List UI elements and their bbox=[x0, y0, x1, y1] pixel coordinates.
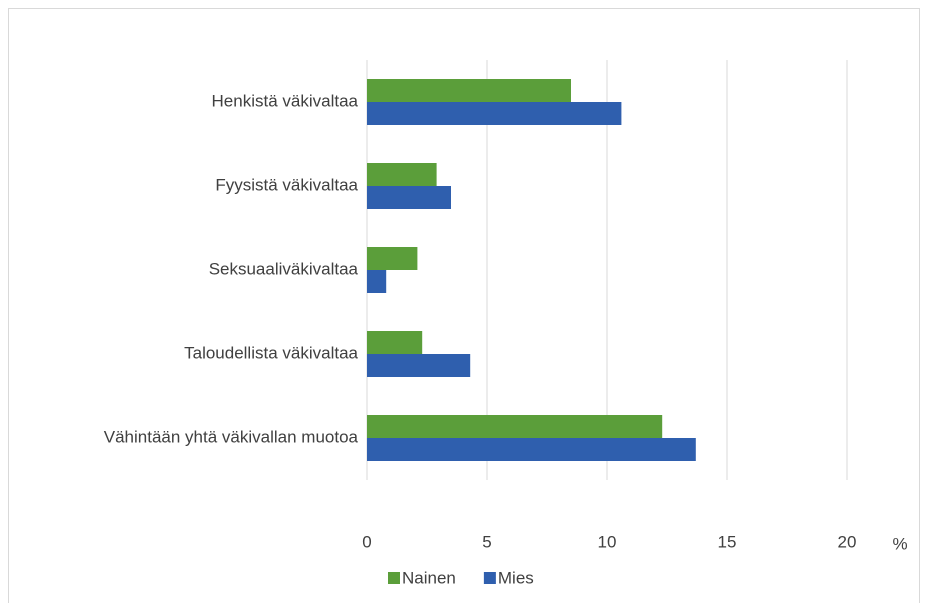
legend-label: Mies bbox=[498, 568, 534, 587]
legend-swatch bbox=[483, 572, 496, 584]
x-tick-label: 10 bbox=[598, 532, 617, 551]
bar bbox=[367, 354, 471, 377]
bar bbox=[367, 102, 622, 125]
y-tick-label: Vähintään yhtä väkivallan muotoa bbox=[104, 427, 359, 446]
bar bbox=[367, 186, 451, 209]
x-tick-label: 15 bbox=[718, 532, 737, 551]
y-tick-label: Seksuaaliväkivaltaa bbox=[209, 259, 359, 278]
bar bbox=[367, 331, 423, 354]
bar bbox=[367, 247, 418, 270]
y-tick-label: Henkistä väkivaltaa bbox=[212, 91, 359, 110]
y-tick-label: Fyysistä väkivaltaa bbox=[215, 175, 358, 194]
legend-label: Nainen bbox=[402, 568, 456, 587]
x-tick-label: 5 bbox=[482, 532, 491, 551]
x-tick-label: 20 bbox=[838, 532, 857, 551]
chart-frame bbox=[8, 8, 920, 603]
bar bbox=[367, 79, 571, 102]
bar bbox=[367, 163, 437, 186]
bar bbox=[367, 438, 696, 461]
bar bbox=[367, 270, 387, 293]
legend-swatch bbox=[388, 572, 400, 584]
x-tick-label: 0 bbox=[362, 532, 371, 551]
bar bbox=[367, 415, 663, 438]
x-axis-label: % bbox=[892, 534, 907, 553]
y-tick-label: Taloudellista väkivaltaa bbox=[184, 343, 358, 362]
